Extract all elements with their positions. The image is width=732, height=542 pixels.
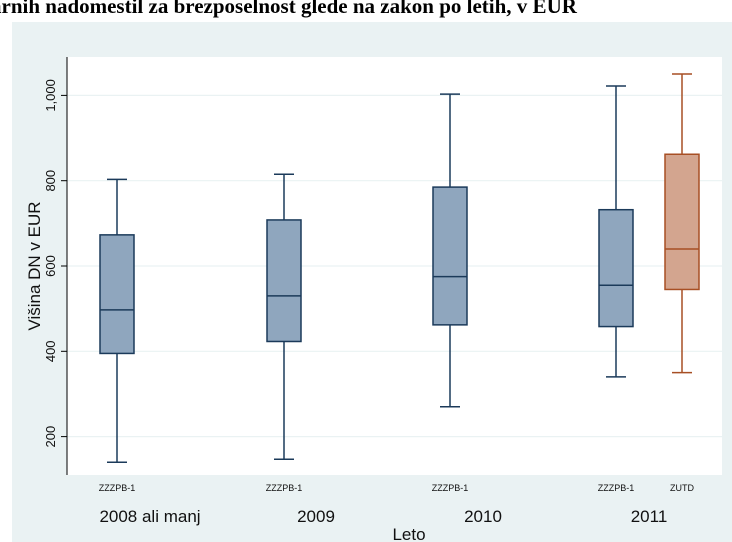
y-tick-label: 1,000	[43, 79, 58, 112]
iqr-box	[99, 234, 135, 355]
x-axis-title: Leto	[392, 525, 425, 542]
category-label: 2010	[464, 507, 502, 526]
chart-title: enarnih nadomestil za brezposelnost gled…	[0, 0, 577, 18]
category-label: 2011	[631, 507, 668, 526]
y-tick-label: 600	[43, 255, 58, 277]
group-label: ZZZPB-1	[99, 483, 136, 493]
iqr-box	[664, 153, 700, 291]
box-5	[664, 73, 700, 374]
category-label: 2009	[297, 507, 335, 526]
box-1	[99, 178, 135, 463]
iqr-box	[598, 208, 634, 328]
y-tick-label: 200	[43, 426, 58, 448]
y-tick-label: 800	[43, 170, 58, 192]
group-label: ZZZPB-1	[266, 483, 303, 493]
y-axis-title: Višina DN v EUR	[25, 201, 44, 330]
group-label: ZUTD	[670, 483, 694, 493]
iqr-box	[266, 219, 302, 343]
group-label: ZZZPB-1	[432, 483, 469, 493]
iqr-box	[432, 186, 468, 326]
box-3	[432, 93, 468, 408]
group-label: ZZZPB-1	[598, 483, 635, 493]
box-2	[266, 173, 302, 460]
y-tick-label: 400	[43, 340, 58, 362]
box-4	[598, 85, 634, 378]
category-label: 2008 ali manj	[99, 507, 200, 526]
